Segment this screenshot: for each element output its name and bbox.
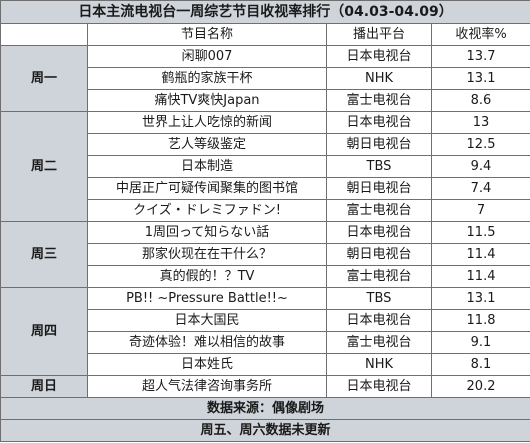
program-name: 真的假的！？TV bbox=[87, 265, 327, 288]
table-row: 周四 PB!! ~Pressure Battle!!~ TBS 13.1 bbox=[0, 287, 530, 376]
network-name: NHK bbox=[326, 353, 432, 376]
column-header-row: 节目名称 播出平台 收视率% bbox=[0, 23, 530, 46]
rating-value: 9.4 bbox=[430, 155, 530, 178]
day-label: 周三 bbox=[0, 221, 88, 288]
table-row: 周日 超人气法律咨询事务所 日本电视台 20.2 bbox=[0, 375, 530, 398]
footer-source: 数据来源：偶像剧场 bbox=[0, 397, 530, 420]
program-name: 日本大国民 bbox=[87, 309, 327, 332]
table-row: 奇迹体验！难以相信的故事 富士电视台 9.1 bbox=[1, 331, 530, 354]
table-row: 周二 世界上让人吃惊的新闻 日本电视台 13 bbox=[0, 111, 530, 222]
header-rating: 收视率% bbox=[430, 23, 530, 46]
program-name: 日本制造 bbox=[87, 155, 327, 178]
rating-value: 11.4 bbox=[430, 243, 530, 266]
day-label: 周日 bbox=[0, 375, 88, 398]
program-name: 超人气法律咨询事务所 bbox=[87, 375, 327, 398]
network-name: 朝日电视台 bbox=[326, 243, 432, 266]
program-name: 日本姓氏 bbox=[87, 353, 327, 376]
day-label: 周二 bbox=[0, 111, 88, 222]
rating-value: 11.5 bbox=[430, 221, 530, 244]
table-title: 日本主流电视台一周综艺节目收视率排行（04.03-04.09） bbox=[0, 0, 530, 24]
rating-value: 13.1 bbox=[430, 287, 530, 310]
network-name: 朝日电视台 bbox=[326, 133, 432, 156]
program-name: 那家伙现在在干什么？ bbox=[87, 243, 327, 266]
network-name: 富士电视台 bbox=[326, 89, 432, 112]
table-row: 日本大国民 日本电视台 11.8 bbox=[1, 309, 530, 332]
network-name: 日本电视台 bbox=[326, 111, 432, 134]
network-name: TBS bbox=[326, 287, 432, 310]
rating-value: 7.4 bbox=[430, 177, 530, 200]
program-name: PB!! ~Pressure Battle!!~ bbox=[87, 287, 327, 310]
program-name: 痛快TV爽快Japan bbox=[87, 89, 327, 112]
program-name: 闲聊007 bbox=[87, 45, 327, 68]
rating-value: 8.1 bbox=[430, 353, 530, 376]
rating-value: 20.2 bbox=[430, 375, 530, 398]
network-name: 富士电视台 bbox=[326, 331, 432, 354]
network-name: 富士电视台 bbox=[326, 265, 432, 288]
program-name: クイズ・ドレミファドン! bbox=[87, 199, 327, 222]
rating-value: 13 bbox=[430, 111, 530, 134]
rating-value: 9.1 bbox=[430, 331, 530, 354]
header-network: 播出平台 bbox=[326, 23, 432, 46]
rating-value: 8.6 bbox=[430, 89, 530, 112]
footer-note: 周五、周六数据未更新 bbox=[0, 419, 530, 442]
network-name: 富士电视台 bbox=[326, 199, 432, 222]
program-name: 中居正广可疑传闻聚集的图书馆 bbox=[87, 177, 327, 200]
program-name: 艺人等级鉴定 bbox=[87, 133, 327, 156]
rating-value: 11.8 bbox=[430, 309, 530, 332]
program-name: 1周回って知らない話 bbox=[87, 221, 327, 244]
table-row: クイズ・ドレミファドン! 富士电视台 7 bbox=[1, 199, 530, 222]
table-row: 中居正广可疑传闻聚集的图书馆 朝日电视台 7.4 bbox=[1, 177, 530, 200]
rating-value: 11.4 bbox=[430, 265, 530, 288]
day-label: 周一 bbox=[0, 45, 88, 112]
table-row: 周一 闲聊007 日本电视台 13.7 bbox=[0, 45, 530, 112]
table-row: 日本制造 TBS 9.4 bbox=[1, 155, 530, 178]
rating-value: 13.7 bbox=[430, 45, 530, 68]
network-name: NHK bbox=[326, 67, 432, 90]
network-name: 日本电视台 bbox=[326, 309, 432, 332]
network-name: 日本电视台 bbox=[326, 45, 432, 68]
rating-value: 12.5 bbox=[430, 133, 530, 156]
rating-value: 13.1 bbox=[430, 67, 530, 90]
day-label: 周四 bbox=[0, 287, 88, 376]
network-name: 日本电视台 bbox=[326, 375, 432, 398]
program-name: 世界上让人吃惊的新闻 bbox=[87, 111, 327, 134]
header-program: 节目名称 bbox=[87, 23, 327, 46]
program-name: 奇迹体验！难以相信的故事 bbox=[87, 331, 327, 354]
table-row: 周三 1周回って知らない話 日本电视台 11.5 bbox=[0, 221, 530, 288]
network-name: TBS bbox=[326, 155, 432, 178]
table-row: 真的假的！？TV 富士电视台 11.4 bbox=[1, 265, 530, 288]
rating-value: 7 bbox=[430, 199, 530, 222]
network-name: 朝日电视台 bbox=[326, 177, 432, 200]
header-day-blank bbox=[0, 23, 88, 46]
program-name: 鹤瓶的家族干杯 bbox=[87, 67, 327, 90]
network-name: 日本电视台 bbox=[326, 221, 432, 244]
table-row: 痛快TV爽快Japan 富士电视台 8.6 bbox=[1, 89, 530, 112]
